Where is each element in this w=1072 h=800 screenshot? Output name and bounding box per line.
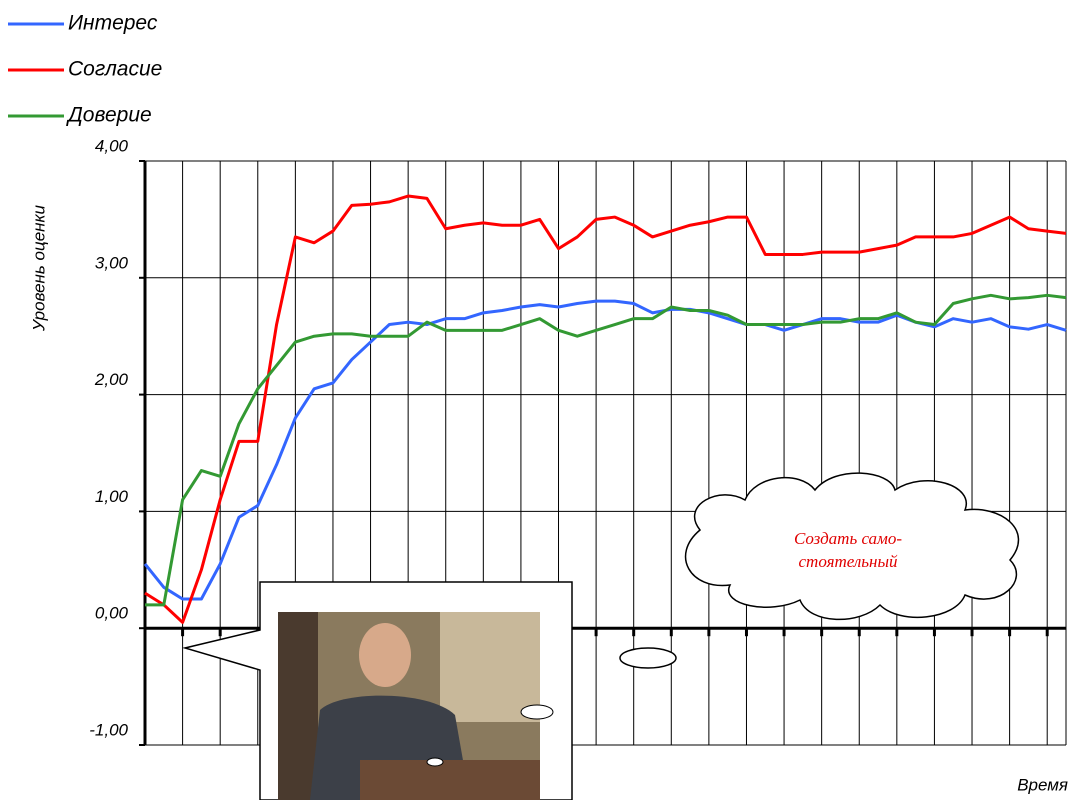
y-tick-label: 2,00 [94, 370, 129, 389]
x-axis-label: Время [1017, 775, 1068, 794]
y-tick-label: -1,00 [89, 720, 128, 739]
annotation-line: Создать само- [794, 529, 902, 548]
y-tick-label: 0,00 [95, 604, 129, 623]
series-line [144, 194, 1067, 624]
series-line [145, 293, 1067, 607]
annotation-line: стоятельный [799, 552, 898, 571]
y-tick-label: 3,00 [95, 253, 129, 272]
y-axis-label: Уровень оценки [29, 204, 48, 332]
cloud-callout: Создать само- стоятельный [684, 472, 1020, 621]
grid: -1,00 0,00 1,00 2,00 3,00 4,00 [89, 136, 1067, 746]
legend-label: Интерес [68, 12, 158, 35]
photo-callout [182, 581, 573, 800]
y-tick-label: 4,00 [95, 136, 129, 155]
legend-label: Доверие [66, 104, 152, 127]
thought-bubble [619, 647, 677, 669]
legend-label: Согласие [68, 58, 162, 81]
y-tick-label: 1,00 [95, 487, 129, 506]
legend: Интерес Согласие Доверие [8, 12, 162, 127]
lines [143, 194, 1067, 624]
